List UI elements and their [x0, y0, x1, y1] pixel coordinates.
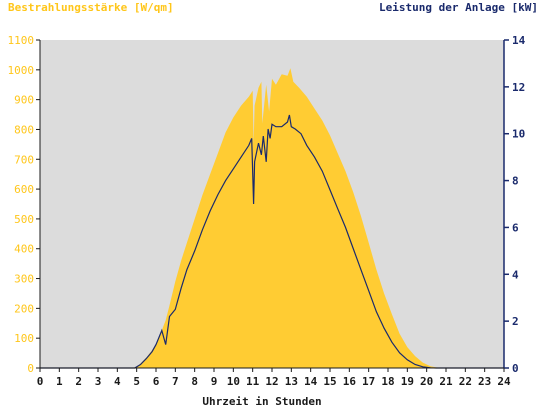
y-left-tick-label: 800 — [14, 123, 34, 136]
x-tick-label: 13 — [285, 375, 298, 388]
y-right-tick-label: 12 — [512, 81, 525, 94]
x-tick-label: 15 — [323, 375, 336, 388]
x-tick-label: 23 — [478, 375, 491, 388]
x-tick-label: 6 — [153, 375, 160, 388]
x-tick-label: 7 — [172, 375, 179, 388]
x-tick-label: 8 — [191, 375, 198, 388]
y-left-tick-label: 1000 — [8, 64, 35, 77]
x-tick-label: 18 — [381, 375, 394, 388]
x-tick-label: 9 — [211, 375, 218, 388]
x-tick-label: 11 — [246, 375, 260, 388]
x-tick-label: 17 — [362, 375, 375, 388]
x-tick-label: 24 — [497, 375, 511, 388]
y-left-tick-label: 300 — [14, 273, 34, 286]
x-axis-title: Uhrzeit in Stunden — [202, 395, 321, 408]
x-tick-label: 10 — [227, 375, 240, 388]
y-right-tick-label: 2 — [512, 315, 519, 328]
y-left-tick-label: 600 — [14, 183, 34, 196]
y-left-tick-label: 200 — [14, 302, 34, 315]
x-tick-label: 1 — [56, 375, 63, 388]
x-tick-label: 21 — [439, 375, 453, 388]
power-line — [40, 114, 504, 369]
x-tick-label: 0 — [37, 375, 44, 388]
x-tick-label: 5 — [133, 375, 140, 388]
y-right-tick-label: 6 — [512, 221, 519, 234]
x-tick-label: 4 — [114, 375, 121, 388]
x-tick-label: 22 — [459, 375, 472, 388]
y-right-tick-label: 0 — [512, 362, 519, 375]
y-right-tick-label: 10 — [512, 128, 525, 141]
x-tick-label: 3 — [95, 375, 102, 388]
y-right-tick-label: 8 — [512, 175, 519, 188]
right-axis-title: Leistung der Anlage [kW] — [379, 1, 538, 14]
y-left-tick-label: 400 — [14, 243, 34, 256]
x-tick-label: 12 — [265, 375, 278, 388]
x-tick-label: 20 — [420, 375, 433, 388]
x-tick-label: 14 — [304, 375, 318, 388]
y-left-tick-label: 900 — [14, 94, 34, 107]
x-tick-label: 2 — [75, 375, 82, 388]
irradiance-area — [40, 68, 504, 369]
y-left-tick-label: 700 — [14, 153, 34, 166]
left-axis-title: Bestrahlungsstärke [W/qm] — [8, 1, 174, 14]
x-tick-label: 16 — [343, 375, 357, 388]
y-left-tick-label: 500 — [14, 213, 34, 226]
x-tick-label: 19 — [401, 375, 414, 388]
y-right-tick-label: 14 — [512, 34, 526, 47]
y-left-tick-label: 0 — [27, 362, 34, 375]
y-left-tick-label: 1100 — [8, 34, 35, 47]
y-right-tick-label: 4 — [512, 268, 519, 281]
y-left-tick-label: 100 — [14, 332, 34, 345]
